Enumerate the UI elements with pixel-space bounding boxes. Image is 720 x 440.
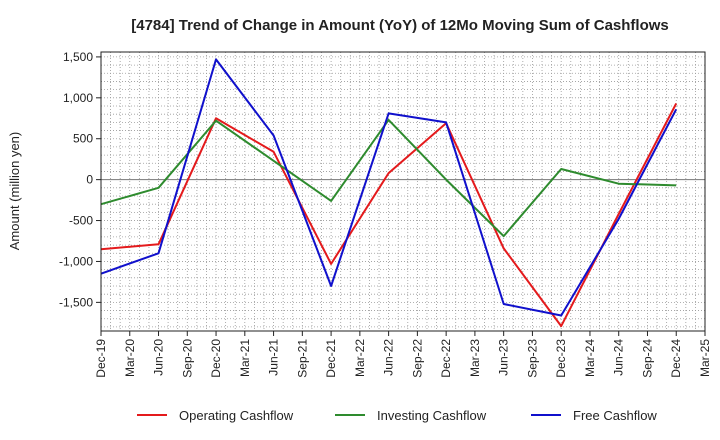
y-tick-label: 500 <box>73 132 93 146</box>
x-axis-ticks: Dec-19 Mar-20 Jun-20 Sep-20 Dec-20 Mar-21 Jun-… <box>94 331 712 378</box>
x-tick-label: Sep-21 <box>295 339 309 378</box>
series-line-operating-cashflow <box>100 103 678 328</box>
plot-area <box>101 52 705 331</box>
x-tick-label: Dec-20 <box>209 339 223 378</box>
x-tick-label: Jun-22 <box>382 339 396 376</box>
chart-title: [4784] Trend of Change in Amount (YoY) o… <box>131 17 669 34</box>
x-tick-label: Mar-20 <box>123 339 137 377</box>
x-tick-label: Sep-22 <box>410 339 424 378</box>
series-line-investing-cashflow <box>100 118 677 238</box>
legend-label: Free Cashflow <box>573 408 657 423</box>
y-tick-label: 1,500 <box>63 50 93 64</box>
y-tick-label: 0 <box>86 173 93 187</box>
x-tick-label: Dec-23 <box>554 339 568 378</box>
x-tick-label: Jun-24 <box>612 339 626 376</box>
x-tick-label: Sep-24 <box>640 339 654 378</box>
y-axis-label: Amount (million yen) <box>7 132 22 251</box>
x-tick-label: Dec-19 <box>94 339 108 378</box>
x-tick-label: Jun-23 <box>497 339 511 376</box>
x-tick-label: Jun-21 <box>267 339 281 376</box>
y-tick-label: -500 <box>69 214 93 228</box>
x-tick-label: Dec-21 <box>324 339 338 378</box>
x-tick-label: Sep-20 <box>180 339 194 378</box>
y-tick-label: -1,500 <box>59 295 93 309</box>
legend-label: Investing Cashflow <box>377 408 487 423</box>
x-tick-label: Mar-25 <box>698 339 712 377</box>
legend: Operating Cashflow Investing Cashflow Free… <box>137 408 657 423</box>
x-tick-label: Sep-23 <box>525 339 539 378</box>
y-axis-ticks: 1,500 1,000 500 0 -500 -1,000 -1,500 <box>59 50 101 309</box>
series-lines <box>100 58 678 328</box>
y-tick-label: 1,000 <box>63 91 93 105</box>
x-tick-label: Dec-22 <box>439 339 453 378</box>
x-tick-label: Jun-20 <box>152 339 166 376</box>
x-tick-label: Mar-24 <box>583 339 597 377</box>
x-tick-label: Mar-22 <box>353 339 367 377</box>
plot-frame <box>100 51 706 332</box>
x-tick-label: Mar-23 <box>468 339 482 377</box>
y-tick-label: -1,000 <box>59 254 93 268</box>
x-tick-label: Dec-24 <box>669 339 683 378</box>
x-tick-label: Mar-21 <box>238 339 252 377</box>
legend-label: Operating Cashflow <box>179 408 294 423</box>
series-line-free-cashflow <box>100 58 678 317</box>
